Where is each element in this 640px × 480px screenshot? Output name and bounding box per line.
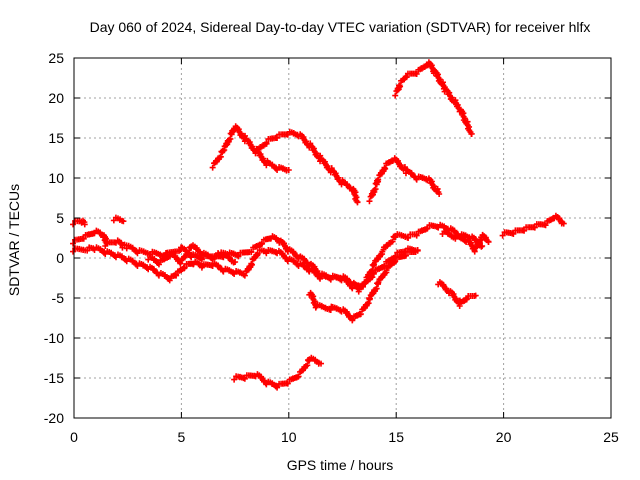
series-arc14 [499,212,567,239]
data-points [70,59,567,391]
series-arc8 [366,155,443,205]
y-tick-label: 25 [48,50,64,66]
x-tick-label: 20 [496,429,512,445]
axis-ticks [73,57,612,419]
point-markers [392,59,475,137]
y-tick-label: -10 [44,330,64,346]
series-arc9 [392,59,475,137]
series-arc13 [439,228,492,255]
point-markers [231,354,325,391]
x-tick-label: 0 [70,429,78,445]
y-tick-label: 20 [48,90,64,106]
point-markers [435,279,479,309]
series-arc11 [435,279,479,309]
x-tick-label: 15 [388,429,404,445]
x-tick-label: 5 [178,429,186,445]
series-arc10 [306,247,421,324]
y-tick-labels: -20 -15 -10 -5 0 5 10 15 20 25 [44,50,64,426]
point-markers [145,242,239,268]
y-tick-label: -20 [44,410,64,426]
plot-frame [73,57,612,419]
point-markers [306,247,421,324]
point-markers [110,214,127,225]
series-arc2 [110,214,127,225]
y-axis-label: SDTVAR / TECUs [6,184,22,296]
series-arc1 [70,217,88,228]
point-markers [439,228,492,255]
series-arc4 [70,244,421,292]
x-axis-label: GPS time / hours [287,457,394,473]
series-arc12 [231,354,325,391]
point-markers [366,155,443,205]
y-tick-label: 0 [56,250,64,266]
point-markers [499,212,567,239]
x-tick-label: 10 [281,429,297,445]
y-tick-label: -15 [44,370,64,386]
x-tick-label: 25 [603,429,619,445]
y-tick-label: 10 [48,170,64,186]
y-tick-label: 15 [48,130,64,146]
point-markers [70,217,88,228]
point-markers [252,128,361,206]
series-arc7 [252,128,361,206]
chart-title: Day 060 of 2024, Sidereal Day-to-day VTE… [90,19,591,35]
point-markers [70,244,421,292]
y-tick-label: -5 [52,290,65,306]
series-arc5 [145,242,239,268]
y-tick-label: 5 [56,210,64,226]
x-tick-labels: 0 5 10 15 20 25 [70,429,619,445]
